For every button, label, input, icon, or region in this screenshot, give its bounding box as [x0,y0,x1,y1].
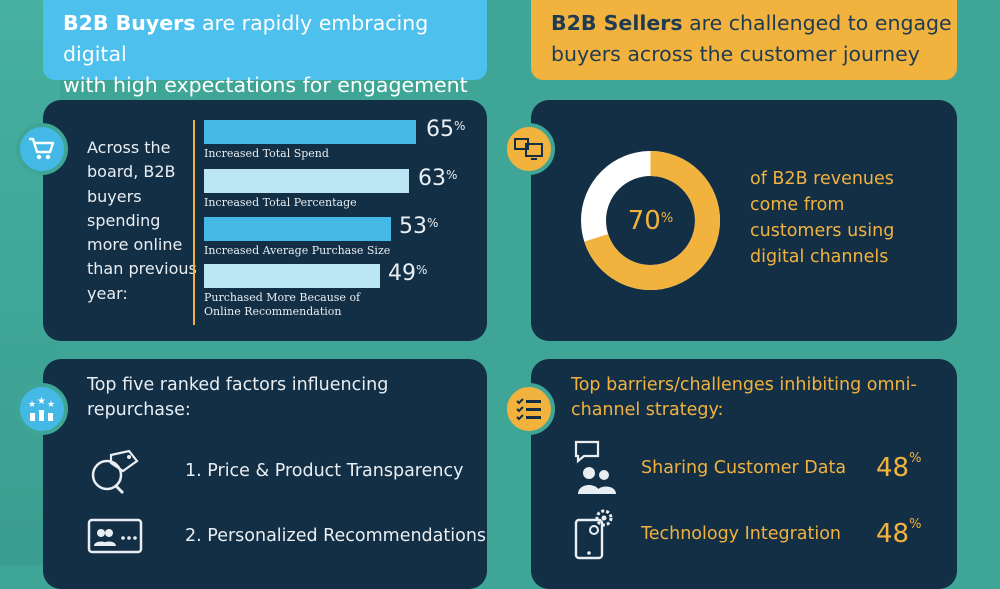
omnichannel-barriers-panel: Top barriers/challenges inhibiting omni-… [531,359,957,589]
user-card-icon [85,512,145,560]
buyers-banner-bold: B2B Buyers [63,11,196,35]
bar-row-4: Purchased More Because of Online Recomme… [204,261,427,319]
bar-1-value: 65% [426,117,466,142]
revenue-donut: 70% [578,148,723,293]
repurchase-factors-panel: Top five ranked factors influencing repu… [43,359,487,589]
barrier-value-1: 48% [876,451,922,483]
barrier-item-1: Sharing Customer Data 48% [571,439,921,497]
bar-row-3: Increased Average Purchase Size 53% [204,214,438,258]
revenue-text: of B2B revenues come from customers usin… [750,169,895,267]
bar-4-label: Purchased More Because of Online Recomme… [204,291,361,318]
barrier-item-2: Technology Integration 48% [571,505,921,563]
barrier-value-2: 48% [876,517,922,549]
bar-1 [204,120,416,144]
bar-2 [204,169,409,193]
svg-text:★: ★ [28,400,36,410]
bar-4 [204,264,380,288]
factor-label-2: 2. Personalized Recommendations [185,526,487,546]
sellers-banner: B2B Sellers are challenged to engage buy… [531,0,957,80]
sellers-revenue-panel: 70% of B2B revenues come from customers … [531,100,957,341]
factors-title: Top five ranked factors influencing repu… [87,375,389,420]
users-chat-icon [571,439,619,497]
bar-1-label: Increased Total Spend [204,147,329,160]
tablet-gear-icon [571,505,619,563]
barriers-title: Top barriers/challenges inhibiting omni-… [571,375,917,420]
bars-axis [193,120,195,325]
sellers-banner-bold: B2B Sellers [551,11,683,35]
bar-3-label: Increased Average Purchase Size [204,244,391,257]
devices-icon [503,123,555,175]
rating-stars-icon: ★ ★ ★ [16,383,68,435]
donut-value: 70% [627,205,674,236]
bar-row-2: Increased Total Percentage 63% [204,166,457,210]
factor-item-2: 2. Personalized Recommendations [85,512,486,560]
buyers-banner-line2: with high expectations for engagement [63,73,468,97]
factor-item-1: 1. Price & Product Transparency [85,447,463,495]
bar-3 [204,217,391,241]
barrier-label-1: Sharing Customer Data [641,458,847,478]
bar-3-value: 53% [399,214,439,239]
bar-row-1: Increased Total Spend 65% [204,117,465,161]
buyers-banner: B2B Buyers are rapidly embracing digital… [43,0,487,97]
buyers-banner-rest: are rapidly embracing digital [63,11,429,66]
sellers-banner-rest: are challenged to engage [682,11,952,35]
buyers-lead-text: Across the board, B2B buyers spending mo… [87,138,197,303]
donut-arc [581,151,720,290]
barrier-label-2: Technology Integration [641,524,842,544]
factor-label-1: 1. Price & Product Transparency [185,461,464,481]
bar-2-label: Increased Total Percentage [204,196,357,209]
shopping-cart-icon [16,123,68,175]
buyers-spending-panel: Across the board, B2B buyers spending mo… [43,100,487,341]
bar-2-value: 63% [418,166,458,191]
magnifier-tag-icon [85,447,145,495]
checklist-icon [503,383,555,435]
bar-4-value: 49% [388,261,428,286]
sellers-banner-line2: buyers across the customer journey [551,42,920,66]
svg-text:★: ★ [47,400,55,410]
svg-text:★: ★ [37,396,46,407]
